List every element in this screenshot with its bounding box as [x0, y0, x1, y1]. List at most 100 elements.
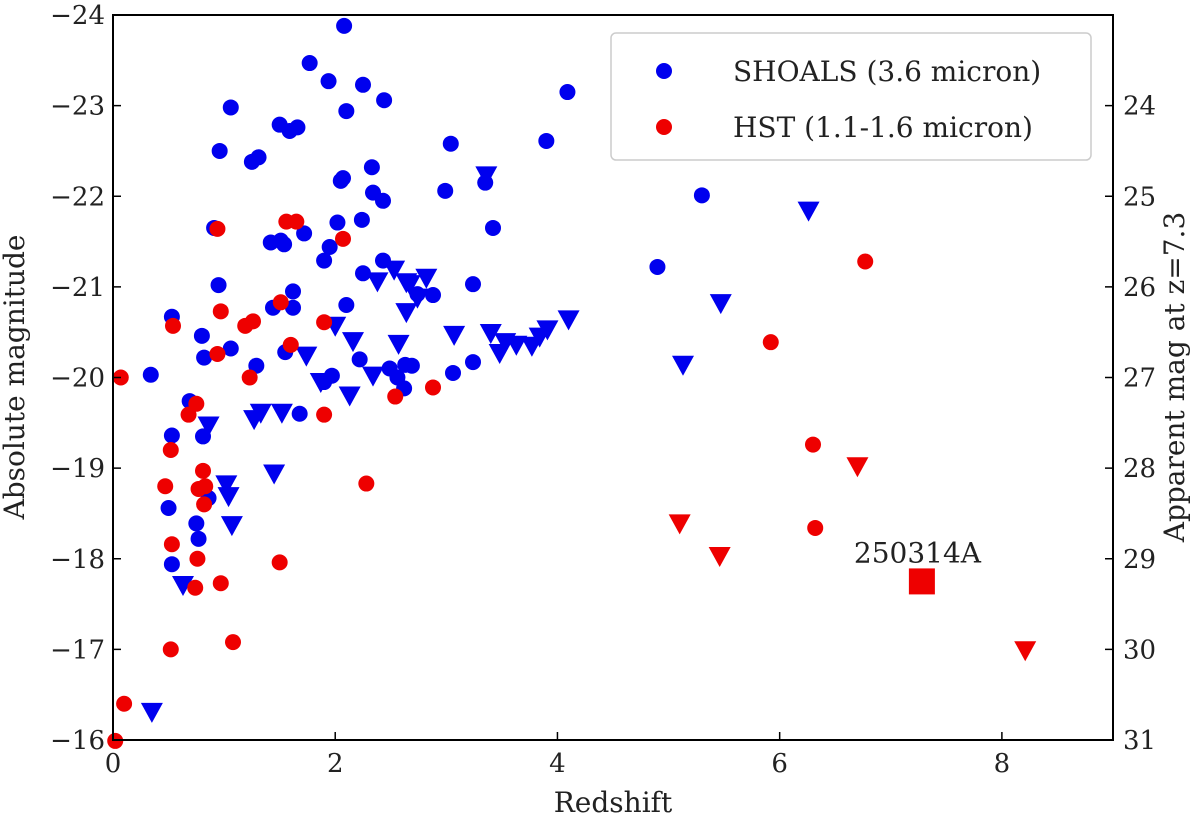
- shoals-upper-limits-point: [220, 516, 243, 537]
- y-right-tick-label: 26: [1123, 273, 1156, 303]
- shoals-detections-point: [559, 84, 576, 101]
- y-tick-label: −16: [50, 726, 105, 756]
- x-tick-label: 8: [994, 749, 1011, 779]
- shoals-upper-limits-point: [243, 410, 266, 431]
- annotation-label: 250314A: [854, 536, 982, 569]
- shoals-detections-point: [538, 132, 555, 149]
- shoals-detections-point: [321, 239, 338, 255]
- shoals-detections-point: [351, 351, 368, 368]
- hst-detections-point: [762, 334, 779, 351]
- legend-marker-hst: [656, 119, 672, 135]
- shoals-detections-point: [160, 500, 177, 516]
- shoals-detections-point: [425, 287, 441, 304]
- hst-detections-point: [271, 554, 288, 571]
- shoals-detections-point: [222, 99, 239, 116]
- annotations: 250314A: [854, 536, 982, 569]
- shoals-detections-point: [336, 17, 353, 34]
- x-tick-label: 2: [327, 749, 344, 779]
- shoals-upper-limits-point: [443, 325, 466, 346]
- shoals-upper-limits-point: [797, 201, 820, 222]
- shoals-upper-limits-point: [672, 355, 694, 376]
- hst-detections-point: [212, 575, 229, 592]
- shoals-detections-point: [363, 159, 380, 176]
- shoals-upper-limits-point: [557, 310, 580, 331]
- shoals-detections-point: [335, 170, 351, 187]
- shoals-detections-point: [276, 236, 293, 253]
- hst-detections-point: [162, 641, 179, 658]
- hst-detections-point: [225, 634, 241, 651]
- shoals-upper-limits-point: [215, 475, 238, 496]
- x-tick-label: 4: [549, 749, 566, 779]
- hst-detections-point: [180, 406, 197, 423]
- 250314a-point: [908, 568, 935, 595]
- shoals-detections-point: [329, 214, 346, 231]
- hst-detections-point: [157, 478, 174, 495]
- hst-detections-point: [316, 314, 333, 331]
- y-tick-label: −23: [50, 92, 105, 122]
- hst-detections-point: [163, 536, 180, 553]
- y-right-tick-label: 27: [1123, 364, 1156, 394]
- hst-detections-point: [241, 369, 258, 386]
- shoals-detections-point: [485, 219, 501, 236]
- shoals-upper-limits-point: [395, 303, 418, 324]
- shoals-detections-point: [355, 265, 371, 282]
- shoals-detections-series: [142, 17, 710, 573]
- hst-detections-point: [187, 579, 204, 596]
- shoals-upper-limits-point: [197, 416, 220, 437]
- x-tick-label: 6: [771, 749, 788, 779]
- legend: SHOALS (3.6 micron) HST (1.1-1.6 micron): [610, 32, 1092, 161]
- shoals-detections-point: [376, 92, 393, 109]
- hst-detections-point: [209, 220, 226, 237]
- shoals-detections-point: [250, 149, 267, 166]
- y-tick-label: −19: [50, 454, 105, 484]
- shoals-upper-limits-point: [172, 575, 194, 596]
- shoals-upper-limits-point: [479, 324, 502, 344]
- legend-label-shoals: SHOALS (3.6 micron): [733, 55, 1041, 88]
- shoals-detections-point: [142, 366, 159, 383]
- shoals-upper-limits-point: [395, 273, 418, 294]
- shoals-upper-limits-point: [338, 386, 361, 407]
- shoals-detections-point: [649, 258, 666, 275]
- shoals-upper-limits-point: [295, 346, 318, 367]
- shoals-upper-limits-point: [342, 332, 364, 353]
- hst-detections-point: [189, 550, 206, 567]
- hst-detections-point: [288, 213, 305, 230]
- hst-detections-point: [358, 475, 375, 492]
- hst-detections-point: [195, 462, 211, 479]
- legend-marker-shoals: [656, 63, 672, 79]
- shoals-detections-point: [338, 103, 355, 120]
- shoals-detections-point: [465, 354, 481, 371]
- shoals-upper-limits-point: [362, 366, 384, 387]
- shoals-detections-point: [222, 340, 239, 357]
- shoals-detections-point: [196, 349, 213, 366]
- y-tick-label: −18: [50, 545, 105, 575]
- shoals-upper-limits-point: [366, 272, 389, 293]
- legend-label-hst: HST (1.1-1.6 micron): [733, 111, 1033, 144]
- shoals-detections-point: [316, 252, 333, 269]
- shoals-detections-point: [338, 297, 355, 313]
- shoals-detections-point: [188, 515, 205, 532]
- shoals-upper-limits-point: [387, 334, 410, 355]
- y-tick-label: −20: [50, 364, 105, 394]
- shoals-detections-point: [403, 357, 420, 374]
- shoals-detections-point: [353, 211, 370, 228]
- hst-detections-point: [162, 442, 179, 458]
- shoals-upper-limits-point: [536, 320, 559, 341]
- shoals-upper-limits-point: [415, 268, 438, 289]
- shoals-detections-point: [445, 364, 461, 381]
- shoals-detections-point: [693, 187, 710, 204]
- hst-detections-point: [116, 695, 133, 712]
- hst-detections-point: [165, 317, 181, 334]
- shoals-detections-point: [262, 234, 279, 251]
- shoals-upper-limits-point: [488, 343, 511, 364]
- shoals-detections-point: [211, 142, 228, 159]
- shoals-upper-limits-point: [406, 288, 429, 309]
- shoals-detections-point: [163, 427, 180, 444]
- hst-detections-point: [196, 496, 213, 513]
- shoals-detections-point: [193, 327, 210, 344]
- y-right-tick-label: 25: [1123, 182, 1156, 212]
- shoals-detections-point: [285, 299, 301, 316]
- y-tick-label: −22: [50, 182, 105, 212]
- axes: 0 2 4 6 8−16−17−18−19−20−21−22−23−2424252627…: [50, 1, 1156, 779]
- shoals-upper-limits-point: [263, 464, 286, 485]
